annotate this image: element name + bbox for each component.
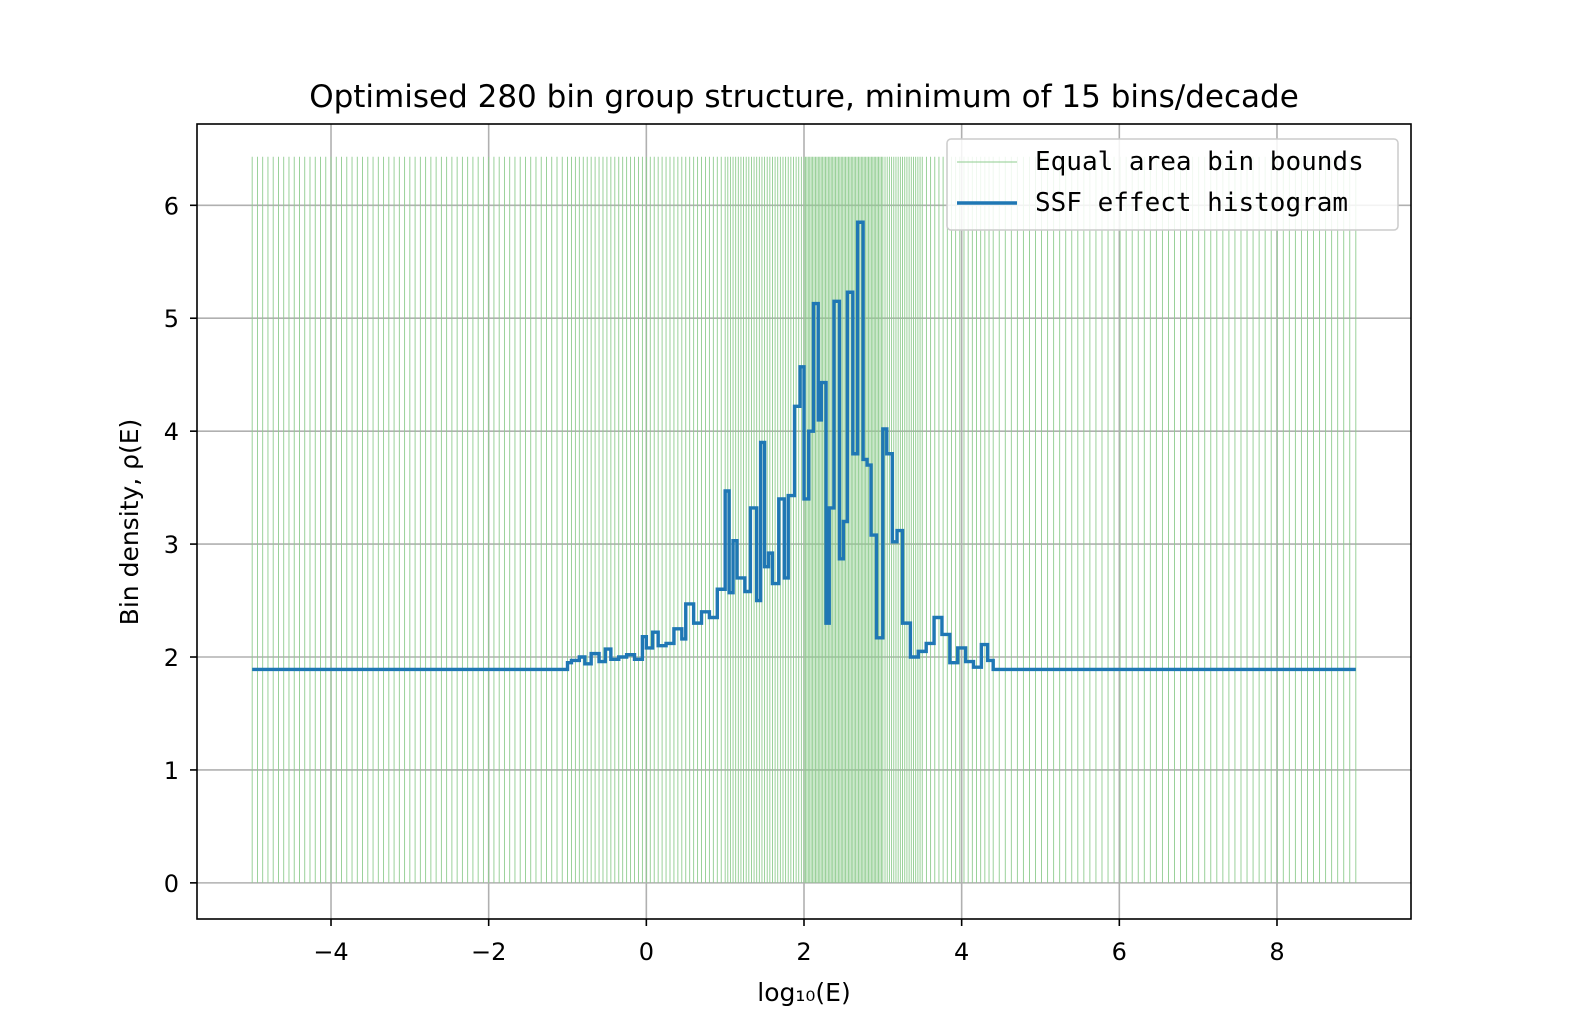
x-axis-label: log₁₀(E) [757, 978, 850, 1007]
y-tick-label: 4 [164, 418, 179, 446]
y-tick-label: 2 [164, 644, 179, 672]
x-axis-ticks: −4 −2 0 2 4 6 8 [313, 919, 1285, 966]
y-axis-label: Bin density, ρ(E) [115, 419, 144, 626]
legend-bounds-label: Equal area bin bounds [1035, 147, 1364, 177]
bin-bounds-lines [251, 156, 1357, 883]
legend-box [946, 138, 1399, 231]
x-tick-label: 4 [954, 938, 969, 966]
x-tick-label: 8 [1269, 938, 1284, 966]
chart-title: Optimised 280 bin group structure, minim… [309, 79, 1299, 115]
x-tick-label: 2 [796, 938, 811, 966]
legend-histogram-label: SSF effect histogram [1035, 188, 1348, 218]
ssf-histogram-line [252, 220, 1356, 672]
x-tick-label: −2 [471, 938, 506, 966]
y-tick-label: 5 [164, 305, 179, 333]
y-tick-label: 3 [164, 531, 179, 559]
x-tick-label: −4 [313, 938, 348, 966]
x-tick-label: 0 [639, 938, 654, 966]
legend: Equal area bin bounds SSF effect histogr… [946, 138, 1399, 231]
y-tick-label: 6 [164, 192, 179, 220]
y-axis-ticks: 0 1 2 3 4 5 6 [164, 192, 197, 898]
x-tick-label: 6 [1112, 938, 1127, 966]
y-tick-label: 1 [164, 757, 179, 785]
y-tick-label: 0 [164, 870, 179, 898]
